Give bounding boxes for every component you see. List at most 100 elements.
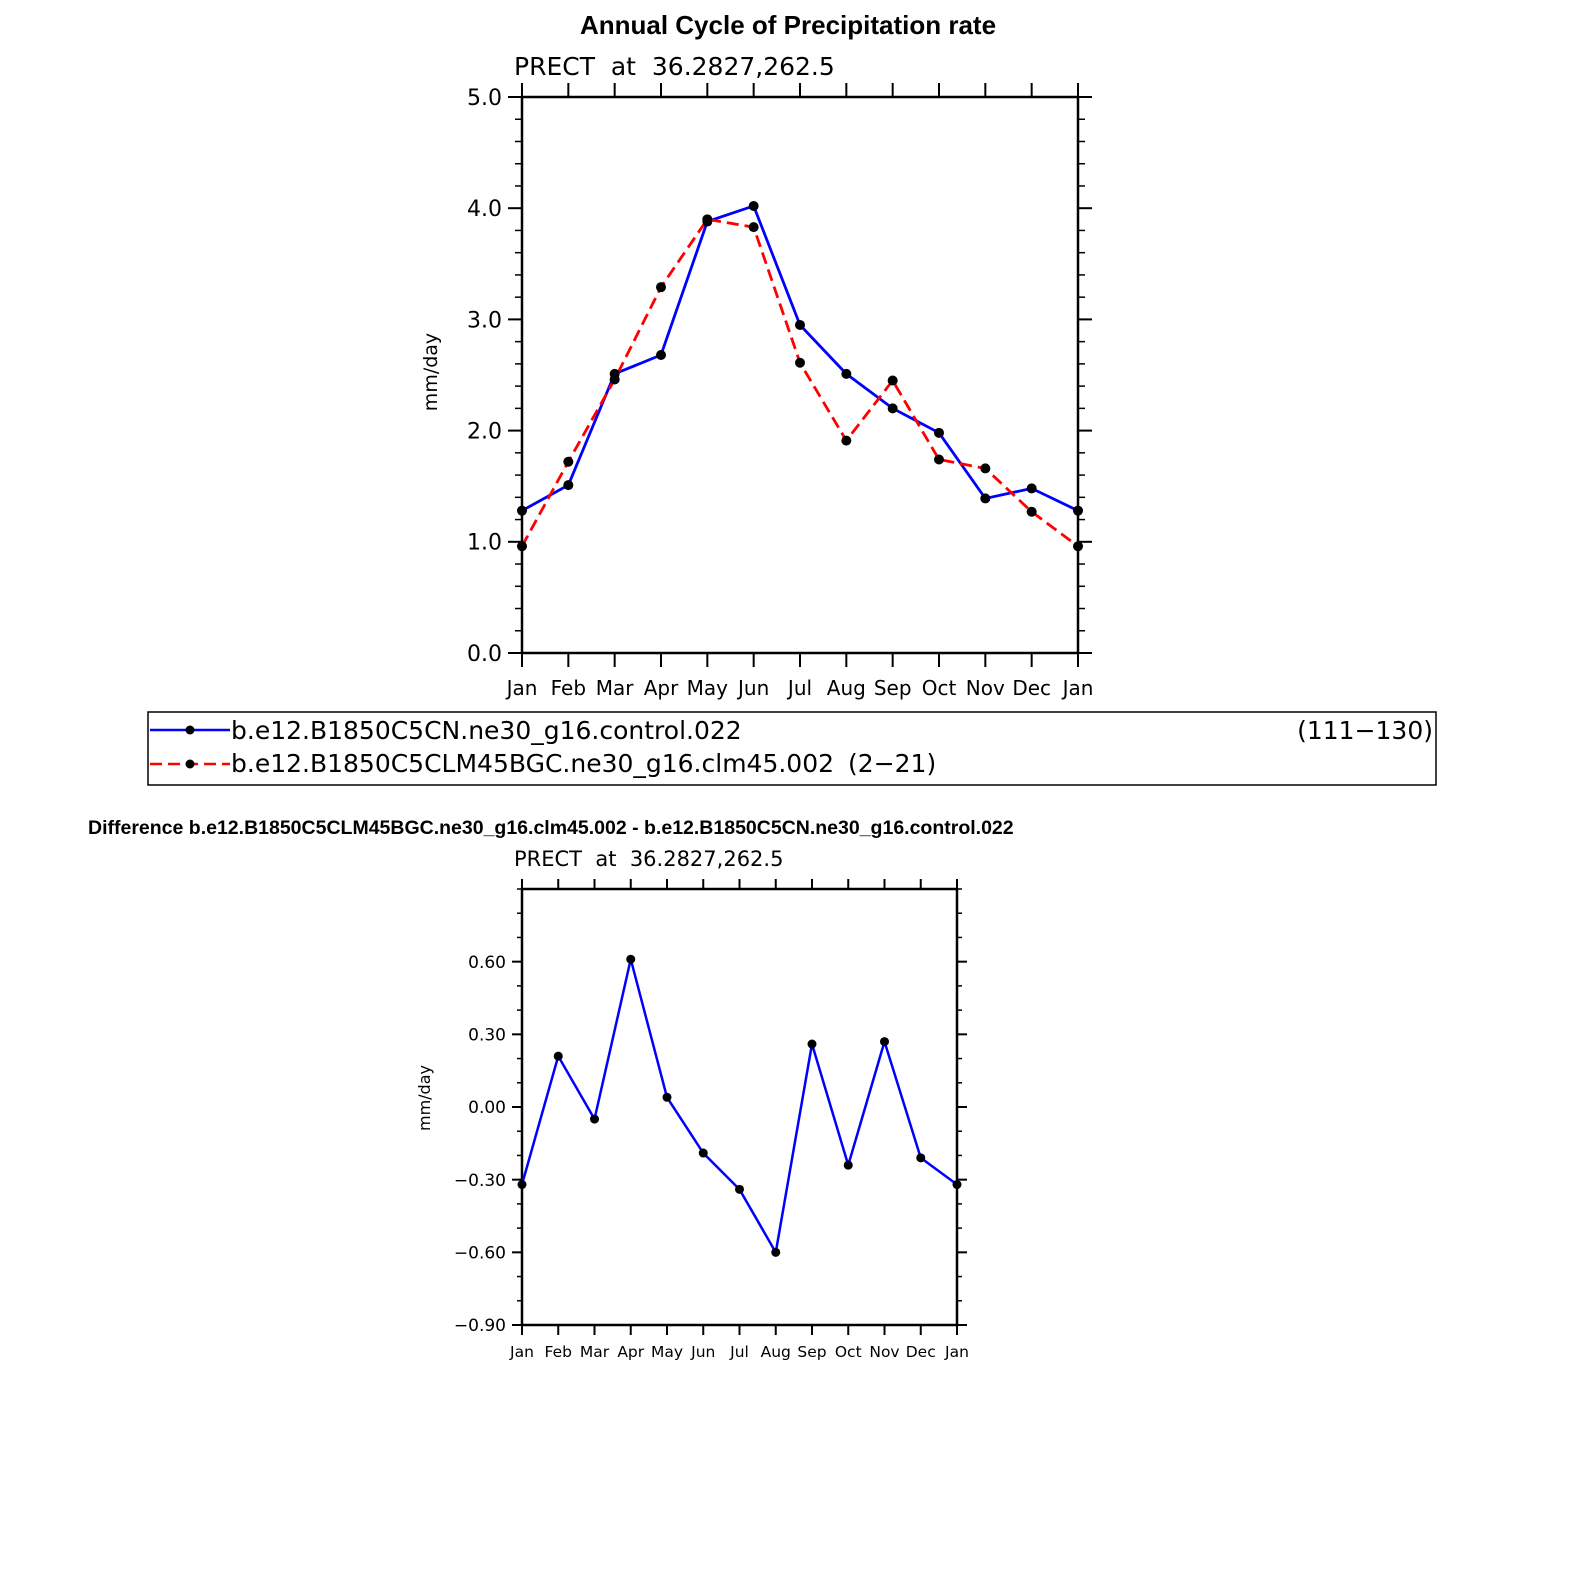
top-chart-xtick-label: Sep [874,676,912,700]
legend-marker-control [185,725,195,735]
top-chart-data-point [795,357,805,368]
legend-entry-clm45: b.e12.B1850C5CLM45BGC.ne30_g16.clm45.002… [150,749,936,778]
bottom-chart: PRECT at 36.2827,262.5 mm/day −0.90 −0.60… [415,847,969,1361]
bottom-chart-ytick-label: 0.30 [468,1025,506,1045]
top-chart-ylabel: mm/day [420,333,442,411]
bottom-chart-ytick-label: −0.60 [454,1243,506,1263]
top-chart-ytick-label: 3.0 [467,308,502,333]
bottom-chart-data-point [843,1160,853,1170]
top-chart-ytick-label: 0.0 [467,642,502,667]
top-chart-xtick-label: Jan [505,676,538,700]
bottom-chart-data-point [880,1037,889,1047]
top-chart-xtick-label: Jun [736,676,769,700]
bottom-chart-data-point [517,1180,527,1190]
diff-title: Difference b.e12.B1850C5CLM45BGC.ne30_g1… [88,817,1014,839]
top-chart-data-point [1073,541,1083,552]
bottom-chart-subtitle: PRECT at 36.2827,262.5 [514,847,783,871]
top-chart-xtick-label: Oct [922,676,957,700]
bottom-chart-ytick-labels: −0.90 −0.60 −0.30 0.00 0.30 0.60 [454,953,506,1336]
top-chart-subtitle: PRECT at 36.2827,262.5 [514,52,835,81]
top-chart-ytick-label: 1.0 [467,531,502,556]
bottom-chart-data-point [916,1153,926,1163]
top-chart-data-point [841,368,852,379]
legend-label-clm45: b.e12.B1850C5CLM45BGC.ne30_g16.clm45.002… [231,749,936,778]
legend-marker-clm45 [185,759,195,769]
bottom-chart-data-point [735,1184,744,1194]
legend-years-clm45: (2−21) [848,749,936,778]
bottom-chart-data-point [771,1247,781,1257]
top-chart-ytick-labels: 0.0 1.0 2.0 3.0 4.0 5.0 [467,86,502,667]
bottom-chart-data-point [553,1051,563,1061]
top-chart-xtick-label: Apr [644,676,679,700]
top-chart-data-point [563,456,574,467]
bottom-chart-data-point [807,1039,817,1049]
top-chart-axes [508,83,1092,667]
top-chart-data-point [887,403,898,414]
top-chart-ytick-label: 5.0 [467,86,502,111]
bottom-chart-xtick-label: Jun [690,1343,715,1361]
top-chart-series [517,200,1083,552]
bottom-chart-xtick-label: Dec [906,1343,936,1361]
bottom-chart-data-point [698,1148,708,1158]
bottom-chart-xtick-label: Jul [729,1343,749,1361]
legend: b.e12.B1850C5CN.ne30_g16.control.022 (11… [147,711,1437,786]
top-chart-data-point [563,480,574,491]
bottom-chart-ytick-label: 0.00 [468,1098,506,1118]
bottom-chart-data-point [952,1180,962,1190]
bottom-chart-series [517,954,962,1257]
bottom-chart-xtick-label: Sep [797,1343,826,1361]
main-title: Annual Cycle of Precipitation rate [580,10,996,40]
bottom-chart-xtick-label: Aug [761,1343,791,1361]
bottom-chart-ytick-label: 0.60 [468,953,506,973]
bottom-chart-ytick-label: −0.90 [454,1316,506,1336]
top-chart-data-point [609,374,620,385]
top-chart: PRECT at 36.2827,262.5 mm/day 0.0 1.0 2.0 3… [420,52,1093,700]
top-chart-xtick-label: Dec [1012,676,1051,700]
top-chart-data-point [980,493,991,504]
bottom-chart-xtick-label: Mar [580,1343,610,1361]
top-chart-xtick-label: Mar [596,676,635,700]
top-chart-data-point [795,319,805,330]
top-chart-data-point [748,200,759,211]
legend-years-control: (111−130) [1297,716,1433,745]
top-chart-data-point [517,505,527,516]
bottom-chart-data-point [626,954,636,964]
top-chart-ytick-label: 4.0 [467,197,502,222]
top-chart-data-point [887,375,898,386]
top-chart-data-point [748,222,759,233]
top-chart-data-point [1026,506,1037,517]
top-chart-data-point [934,454,944,465]
top-chart-plot-frame [520,95,1080,655]
top-chart-xtick-label: Aug [827,676,866,700]
top-chart-data-point [1073,505,1083,516]
bottom-chart-ylabel: mm/day [415,1065,434,1131]
top-chart-xtick-label: Jul [786,676,812,700]
bottom-chart-xtick-label: Oct [835,1343,862,1361]
bottom-chart-axes [512,879,967,1335]
bottom-chart-xtick-labels: Jan Feb Mar Apr May Jun Jul Aug Sep Oct Nov Dec Jan [509,1343,969,1361]
top-chart-data-point [1026,483,1037,494]
top-chart-xtick-label: Nov [966,676,1005,700]
legend-label-control: b.e12.B1850C5CN.ne30_g16.control.022 [231,716,742,745]
bottom-chart-data-point [590,1114,599,1124]
top-chart-data-point [656,349,666,360]
bottom-chart-data-point [662,1092,672,1102]
top-chart-data-point [980,463,991,474]
top-chart-data-point [656,282,666,293]
top-chart-ytick-label: 2.0 [467,420,502,445]
top-chart-data-point [702,214,713,225]
bottom-chart-xtick-label: Apr [617,1343,644,1361]
legend-box [147,711,1437,786]
top-chart-xtick-label: May [687,676,729,700]
legend-label-clm45-name: b.e12.B1850C5CLM45BGC.ne30_g16.clm45.002 [231,749,834,778]
top-chart-xtick-label: Feb [551,676,586,700]
top-chart-data-point [934,427,944,438]
legend-entry-control: b.e12.B1850C5CN.ne30_g16.control.022 (11… [150,716,1433,745]
bottom-chart-xtick-label: Nov [869,1343,899,1361]
bottom-chart-xtick-label: Jan [944,1343,969,1361]
top-chart-xtick-labels: Jan Feb Mar Apr May Jun Jul Aug Sep Oct Nov Dec Jan [505,676,1094,700]
bottom-chart-xtick-label: Feb [545,1343,572,1361]
top-chart-data-point [841,435,852,446]
bottom-chart-xtick-label: May [651,1343,683,1361]
